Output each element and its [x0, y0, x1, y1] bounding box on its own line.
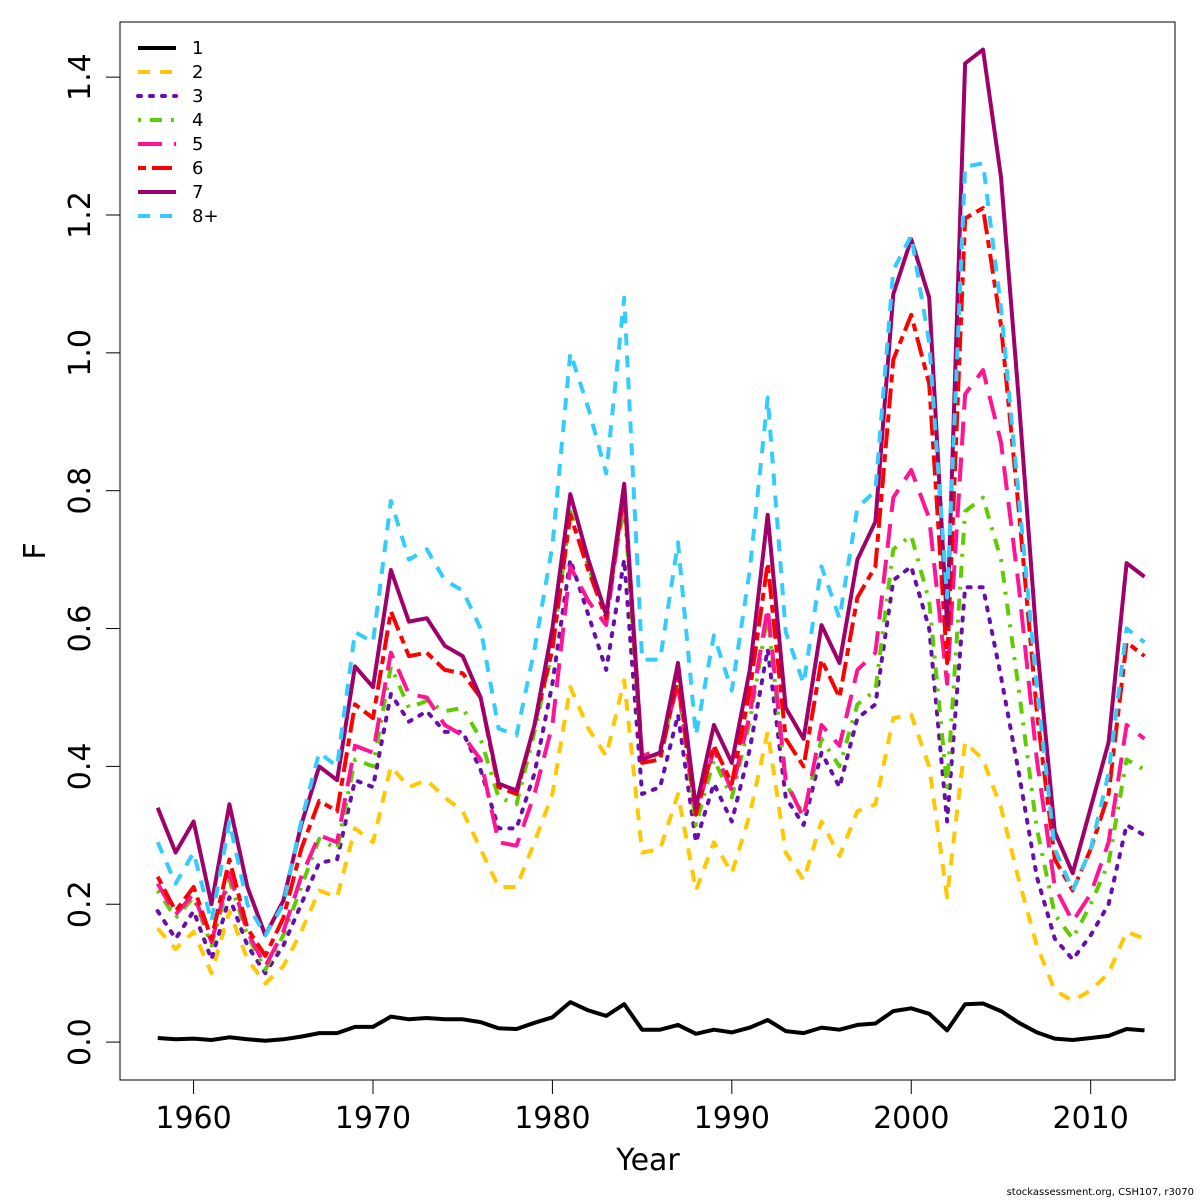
y-tick-label: 0.4	[63, 743, 98, 791]
x-axis: 1960 1970 1980 1990 2000 2010	[155, 1079, 1129, 1136]
series-line-1	[157, 1000, 1145, 1043]
x-tick-label: 1990	[694, 1101, 770, 1136]
legend-label: 8+	[192, 206, 219, 227]
series-line-8plus	[155, 161, 1146, 938]
x-tick-label: 2010	[1052, 1101, 1128, 1136]
legend-label: 1	[192, 38, 203, 59]
x-tick-label: 1970	[335, 1101, 411, 1136]
series-line-5	[155, 368, 1146, 969]
series-line-6	[155, 206, 1146, 958]
x-tick-label: 2000	[873, 1101, 949, 1136]
y-tick-label: 0.8	[63, 467, 98, 515]
legend-label: 5	[192, 134, 203, 155]
series-layer	[155, 47, 1147, 1043]
legend: 1 2 3 4 5 6 7 8+	[136, 38, 219, 227]
x-axis-label: Year	[615, 1143, 680, 1178]
plot-frame	[119, 21, 1176, 1081]
legend-label: 4	[192, 110, 203, 131]
y-tick-label: 1.2	[63, 191, 98, 239]
y-tick-label: 0.0	[63, 1018, 98, 1066]
legend-label: 2	[192, 62, 203, 83]
y-tick-label: 0.6	[63, 605, 98, 653]
y-axis-label: F	[18, 542, 53, 559]
y-tick-label: 1.0	[63, 329, 98, 377]
y-tick-label: 1.4	[63, 53, 98, 101]
x-tick-label: 1960	[155, 1101, 231, 1136]
series-line-2	[156, 678, 1146, 1003]
series-line-4	[156, 495, 1146, 972]
legend-label: 6	[192, 158, 203, 179]
x-tick-label: 1980	[514, 1101, 590, 1136]
legend-label: 3	[192, 86, 203, 107]
y-tick-label: 0.2	[63, 880, 98, 928]
legend-label: 7	[192, 182, 203, 203]
footer-credit: stockassessment.org, CSH107, r3070	[1006, 1187, 1194, 1198]
series-line-7	[155, 47, 1146, 938]
series-line-3	[155, 557, 1147, 976]
y-axis: 0.0 0.2 0.4 0.6 0.8 1.0 1.2 1.4	[63, 53, 121, 1066]
